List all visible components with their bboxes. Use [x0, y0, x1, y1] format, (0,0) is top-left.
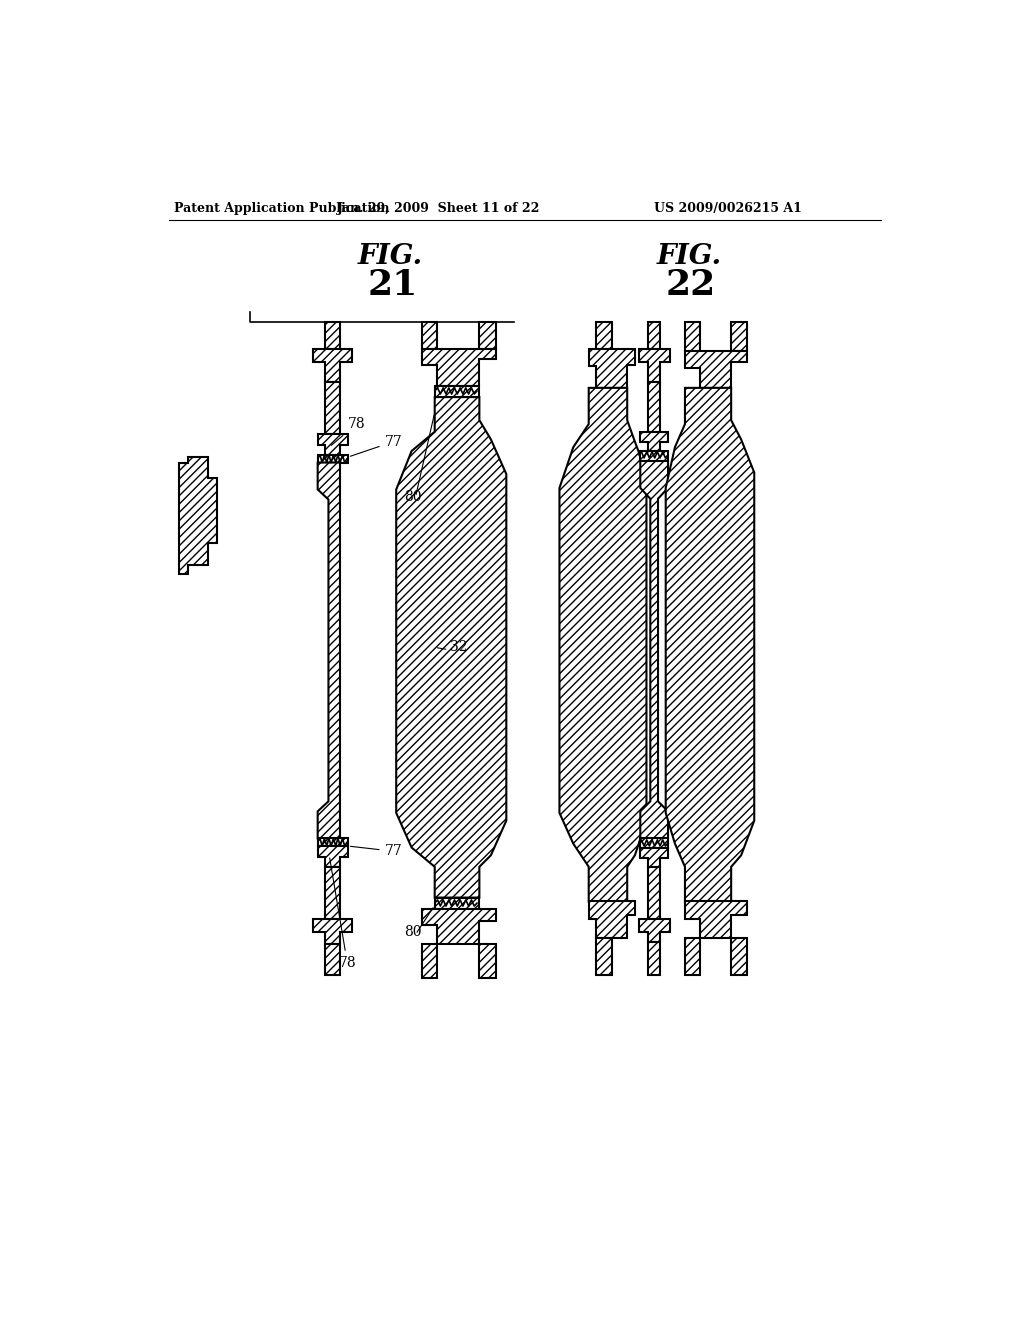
Polygon shape: [640, 461, 668, 838]
Polygon shape: [317, 462, 340, 838]
Polygon shape: [685, 939, 700, 974]
Polygon shape: [422, 944, 437, 978]
Text: FIG.: FIG.: [656, 243, 722, 271]
Polygon shape: [317, 846, 348, 867]
Text: 32: 32: [451, 640, 468, 655]
Polygon shape: [640, 847, 668, 867]
Polygon shape: [326, 944, 340, 974]
Polygon shape: [731, 939, 746, 974]
Polygon shape: [396, 397, 506, 898]
Polygon shape: [313, 348, 352, 381]
Text: 80: 80: [403, 925, 422, 939]
Polygon shape: [639, 350, 670, 381]
Polygon shape: [639, 919, 670, 942]
Text: 77: 77: [350, 434, 402, 457]
Polygon shape: [435, 385, 479, 397]
Polygon shape: [589, 902, 635, 939]
Polygon shape: [435, 898, 479, 909]
Text: 78: 78: [330, 858, 356, 970]
Polygon shape: [685, 351, 746, 388]
Polygon shape: [648, 867, 660, 919]
Polygon shape: [326, 381, 340, 434]
Polygon shape: [422, 350, 497, 385]
Polygon shape: [685, 902, 746, 939]
Polygon shape: [648, 381, 660, 432]
Text: Patent Application Publication: Patent Application Publication: [174, 202, 390, 215]
Polygon shape: [422, 322, 437, 350]
Polygon shape: [326, 322, 340, 348]
Polygon shape: [596, 322, 611, 350]
Polygon shape: [589, 350, 635, 388]
Text: 77: 77: [350, 845, 402, 858]
Polygon shape: [596, 939, 611, 974]
Polygon shape: [479, 322, 497, 350]
Polygon shape: [479, 944, 497, 978]
Polygon shape: [648, 942, 660, 974]
Polygon shape: [666, 388, 755, 902]
Text: 21: 21: [368, 268, 418, 302]
Polygon shape: [731, 322, 746, 351]
Polygon shape: [685, 322, 700, 351]
Polygon shape: [422, 909, 497, 944]
Polygon shape: [326, 867, 340, 919]
Text: Jan. 29, 2009  Sheet 11 of 22: Jan. 29, 2009 Sheet 11 of 22: [337, 202, 541, 215]
Text: 80: 80: [403, 490, 422, 504]
Polygon shape: [640, 432, 668, 451]
Polygon shape: [640, 451, 668, 461]
Text: FIG.: FIG.: [357, 243, 423, 271]
Polygon shape: [648, 322, 660, 350]
Text: 22: 22: [666, 268, 716, 302]
Polygon shape: [640, 838, 668, 847]
Polygon shape: [317, 838, 348, 846]
Polygon shape: [317, 455, 348, 462]
Polygon shape: [559, 388, 646, 902]
Text: US 2009/0026215 A1: US 2009/0026215 A1: [654, 202, 802, 215]
Text: 78: 78: [332, 417, 366, 445]
Polygon shape: [313, 919, 352, 944]
Polygon shape: [179, 457, 217, 574]
Polygon shape: [317, 434, 348, 455]
